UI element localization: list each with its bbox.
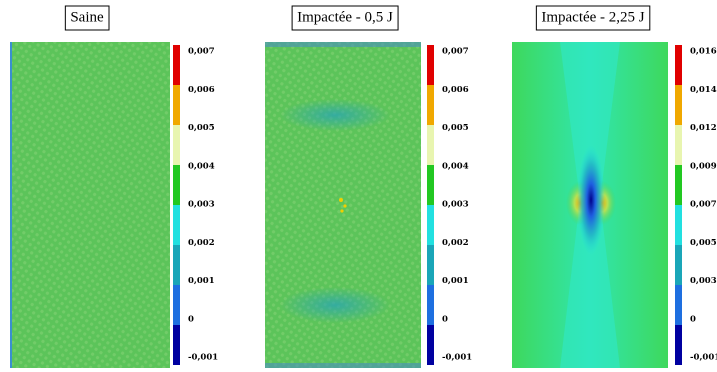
panel-title: Impactée - 2,25 J (541, 9, 644, 25)
title-box (64, 5, 110, 31)
colorbar-segment (427, 205, 434, 245)
colorbar-segment (675, 165, 682, 205)
colorbar-label: 0,003 (690, 276, 717, 286)
colorbar-segment (675, 285, 682, 325)
colorbar-segment (173, 45, 180, 85)
colorbar-label: 0,002 (442, 238, 469, 248)
colorbar-segment (675, 205, 682, 245)
colorbar-label: 0,006 (442, 85, 469, 95)
colorbar-label: 0 (442, 314, 448, 324)
colorbar-label: 0,014 (690, 85, 717, 95)
colorbar-label: 0,007 (188, 47, 215, 57)
colorbar-label: 0,002 (188, 238, 215, 248)
colorbar-segment (675, 85, 682, 125)
panel-title: Impactée - 0,5 J (297, 9, 393, 25)
colorbar-label: 0,003 (188, 200, 215, 210)
colorbar-segment (173, 165, 180, 205)
colorbar-label: 0,009 (690, 161, 717, 171)
colorbar-segment (173, 325, 180, 365)
colorbar-segment (173, 205, 180, 245)
colorbar-label: 0,016 (690, 47, 717, 57)
colorbar-label: 0,012 (690, 123, 717, 133)
title-box (291, 5, 399, 31)
colorbar-label: 0,007 (690, 200, 717, 210)
colorbar-segment (427, 85, 434, 125)
colorbar-label: 0,001 (188, 276, 215, 286)
colorbar-segment (675, 45, 682, 85)
colorbar-label: 0,005 (188, 123, 215, 133)
field-impact-225 (512, 42, 668, 368)
colorbar-label: -0,001 (690, 353, 717, 363)
colorbar-label: 0,005 (690, 238, 717, 248)
colorbar-label: 0,004 (188, 161, 215, 171)
field-saine (10, 42, 170, 368)
field-impact-05 (265, 42, 421, 368)
colorbar-segment (173, 245, 180, 285)
colorbar-label: 0,003 (442, 200, 469, 210)
colorbar-segment (427, 125, 434, 165)
title-box (535, 5, 651, 31)
colorbar-label: 0,004 (442, 161, 469, 171)
colorbar-segment (173, 285, 180, 325)
colorbar-segment (427, 285, 434, 325)
colorbar-segment (427, 45, 434, 85)
colorbar-label: 0,005 (442, 123, 469, 133)
colorbar-label: 0,001 (442, 276, 469, 286)
colorbar-segment (427, 325, 434, 365)
colorbar-label: 0,006 (188, 85, 215, 95)
colorbar-label: -0,001 (188, 353, 218, 363)
colorbar-segment (173, 85, 180, 125)
panel-title: Saine (70, 9, 104, 25)
colorbar-segment (427, 245, 434, 285)
colorbar-segment (427, 165, 434, 205)
colorbar-label: 0,007 (442, 47, 469, 57)
colorbar-segment (675, 125, 682, 165)
colorbar-label: 0 (188, 314, 194, 324)
colorbar-label: 0 (690, 314, 696, 324)
colorbar-segment (173, 125, 180, 165)
colorbar-segment (675, 245, 682, 285)
colorbar-label: -0,001 (442, 353, 472, 363)
colorbar-segment (675, 325, 682, 365)
